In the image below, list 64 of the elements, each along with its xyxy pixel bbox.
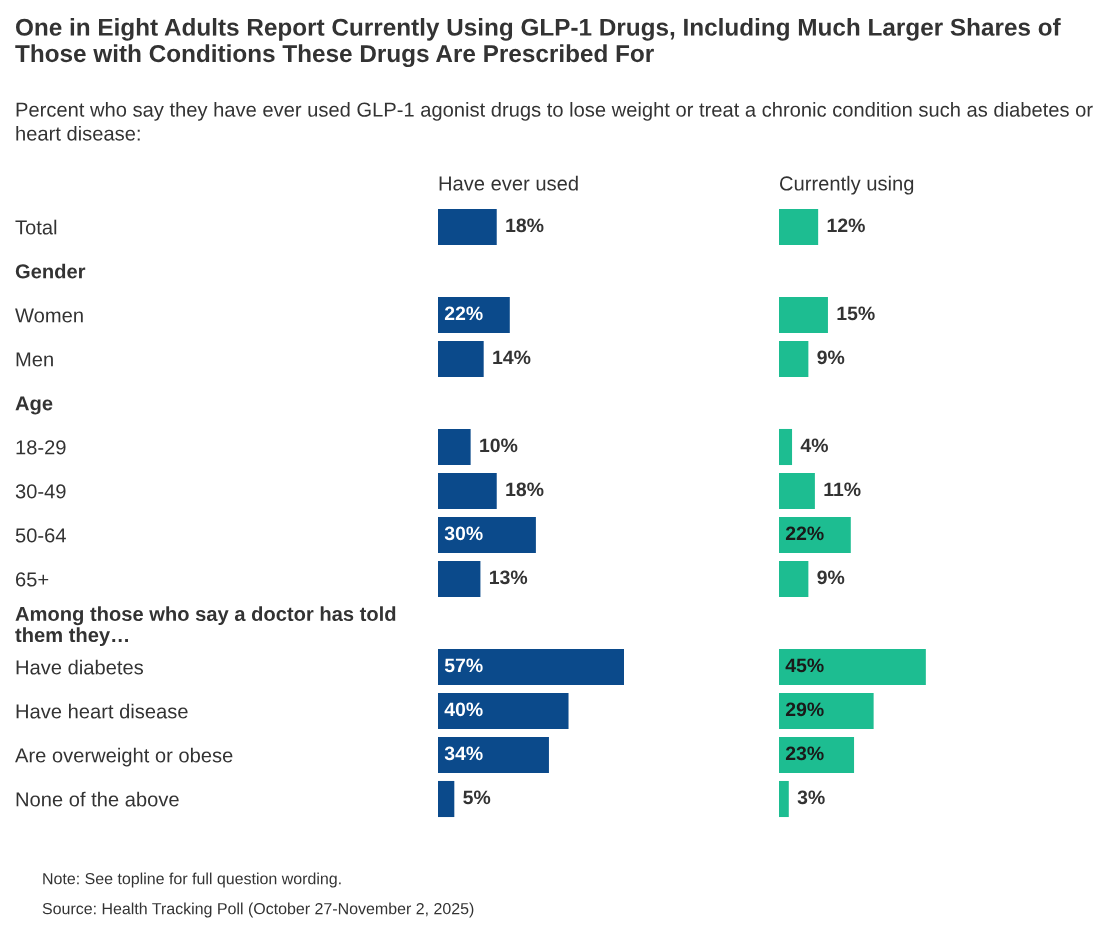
data-label: 45% [785, 658, 824, 673]
y-tick-label: None of the above [16, 791, 179, 807]
data-label: 15% [837, 306, 875, 321]
y-tick-label: 30-49 [15, 484, 66, 499]
series-label: Currently using [780, 175, 914, 195]
y-tick-label: Women [15, 308, 83, 323]
bar [779, 296, 828, 334]
chart-title: One in Eight Adults Report Currently Using GLP-1 Drugs, Including Much Larger Shares of Those with Conditions These Drugs Are Prescribed For [15, 18, 1061, 68]
bar [438, 736, 549, 774]
data-label: 18% [506, 482, 544, 497]
data-label: 5% [463, 790, 491, 805]
series-label: Have ever used [439, 175, 578, 191]
data-label: 30% [444, 526, 483, 541]
bar [438, 428, 471, 466]
data-label: 9% [817, 350, 845, 365]
bar [779, 208, 819, 246]
bar [779, 472, 815, 510]
bar [438, 692, 569, 730]
data-label: 29% [785, 702, 824, 717]
data-label: 12% [827, 218, 865, 233]
data-label: 57% [444, 658, 483, 673]
data-label: 34% [444, 746, 483, 761]
bar [438, 780, 455, 818]
chart-subtitle: Percent who say they have ever used GLP-1 agonist drugs to lose weight or treat a chronic condition such as diabetes or heart disease: [16, 102, 1093, 141]
bar [779, 516, 851, 554]
bar [438, 340, 484, 378]
bar [438, 516, 536, 554]
data-label: 13% [489, 570, 528, 585]
bar [779, 560, 809, 598]
text: Note: See topline for full question wording. [43, 872, 341, 888]
y-tick-label: Are overweight or obese [15, 747, 233, 767]
y-tick-label: Age [15, 396, 53, 415]
data-label: 23% [785, 746, 824, 761]
data-label: 4% [800, 438, 828, 453]
data-label: 18% [506, 218, 544, 233]
bar [779, 736, 855, 774]
y-tick-label: 65+ [16, 572, 49, 587]
bar [438, 472, 497, 510]
bar [438, 648, 624, 686]
y-tick-label: Have diabetes [16, 659, 144, 675]
data-label: 22% [444, 306, 483, 321]
bar [779, 340, 809, 378]
data-label: 3% [797, 790, 825, 805]
bar [438, 208, 497, 246]
data-label: 22% [785, 526, 824, 541]
y-tick-label: Total [15, 219, 57, 235]
y-tick-label: Gender [15, 263, 86, 279]
y-tick-label: 50-64 [15, 528, 66, 543]
data-label: 9% [817, 570, 845, 585]
y-tick-label: Men [16, 352, 53, 367]
bar [438, 296, 510, 334]
bar [779, 428, 793, 466]
bar [438, 560, 481, 598]
source-note: Source: Health Tracking Poll (October 27-November 2, 2025) [42, 902, 474, 918]
y-tick-label: Have heart disease [16, 703, 188, 719]
bar [779, 648, 926, 686]
y-tick-label: 18-29 [16, 440, 66, 455]
bar [779, 780, 789, 818]
data-label: 14% [493, 350, 531, 365]
bar [779, 692, 874, 730]
data-label: 11% [824, 482, 861, 497]
y-tick-label: Among those who say a doctor has told them they… [15, 606, 396, 647]
data-label: 10% [480, 438, 518, 453]
data-label: 40% [444, 702, 483, 717]
